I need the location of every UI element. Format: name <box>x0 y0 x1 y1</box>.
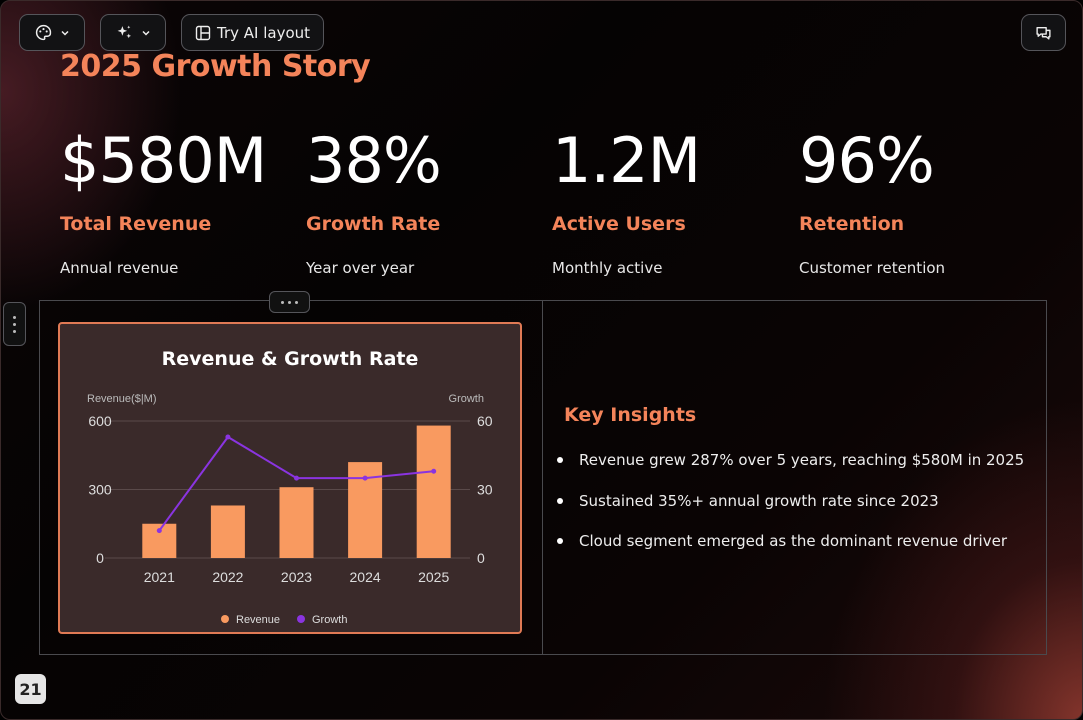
palette-icon <box>35 24 52 41</box>
legend-label-revenue: Revenue <box>236 614 280 626</box>
insight-item: Sustained 35%+ annual growth rate since … <box>557 490 1024 531</box>
insight-item: Revenue grew 287% over 5 years, reaching… <box>557 449 1024 490</box>
bar-revenue-2025 <box>416 425 451 558</box>
x-tick-label: 2022 <box>212 569 243 585</box>
stat-description: Customer retention <box>799 259 946 277</box>
chevron-down-icon <box>60 28 70 38</box>
layout-grid[interactable] <box>39 300 1047 655</box>
stat-value: 1.2M <box>552 124 701 197</box>
x-tick-label: 2024 <box>350 569 381 585</box>
y-tick-label-left: 600 <box>88 413 112 429</box>
slide-title: 2025 Growth Story <box>60 49 371 84</box>
stat-active-users: 1.2M Active Users Monthly active <box>552 123 792 277</box>
stat-total-revenue: $580M Total Revenue Annual revenue <box>60 123 300 277</box>
stat-value: 96% <box>799 124 935 197</box>
try-ai-layout-label: Try AI layout <box>216 23 311 42</box>
sparkles-icon <box>116 24 133 41</box>
legend-swatch-growth <box>297 615 305 623</box>
row-drag-handle[interactable] <box>269 291 310 313</box>
bar-revenue-2023 <box>279 487 314 558</box>
page-number-badge[interactable]: 21 <box>15 674 46 704</box>
growth-point-2021 <box>156 528 162 534</box>
stat-label: Growth Rate <box>306 213 441 235</box>
bar-revenue-2022 <box>210 505 245 558</box>
y-tick-label-right: 60 <box>477 413 493 429</box>
legend-label-growth: Growth <box>312 614 347 626</box>
growth-point-2022 <box>225 434 231 440</box>
chevron-down-icon <box>141 28 151 38</box>
stat-growth-rate: 38% Growth Rate Year over year <box>306 123 546 277</box>
y-tick-label-right: 0 <box>477 550 485 566</box>
stat-retention: 96% Retention Customer retention <box>799 123 1039 277</box>
stat-label: Retention <box>799 213 905 235</box>
ai-dropdown-button[interactable] <box>100 14 166 51</box>
grid-divider[interactable] <box>542 300 543 655</box>
block-drag-handle[interactable] <box>3 302 26 346</box>
stat-description: Monthly active <box>552 259 663 277</box>
stat-label: Active Users <box>552 213 686 235</box>
growth-point-2024 <box>362 475 368 481</box>
y-tick-label-right: 30 <box>477 482 493 498</box>
y-tick-label-left: 300 <box>88 482 112 498</box>
comments-button[interactable] <box>1021 14 1066 51</box>
stat-description: Year over year <box>306 259 415 277</box>
stat-description: Annual revenue <box>60 259 179 277</box>
insights-title: Key Insights <box>564 404 697 426</box>
try-ai-layout-button[interactable]: Try AI layout <box>181 14 324 51</box>
x-tick-label: 2025 <box>418 569 449 585</box>
layout-icon <box>195 25 211 41</box>
revenue-growth-chart: Revenue & Growth Rate Revenue($|M) Growt… <box>87 348 493 626</box>
chart-card[interactable]: Revenue & Growth Rate Revenue($|M) Growt… <box>58 322 522 634</box>
stat-value: $580M <box>60 124 267 197</box>
y-axis-label-right: Growth <box>449 393 484 405</box>
legend-swatch-revenue <box>221 615 229 623</box>
growth-point-2025 <box>431 468 437 474</box>
x-tick-label: 2023 <box>281 569 312 585</box>
y-tick-label-left: 0 <box>96 550 104 566</box>
y-axis-label-left: Revenue($|M) <box>87 393 157 405</box>
growth-point-2023 <box>294 475 299 481</box>
stat-value: 38% <box>306 124 442 197</box>
insight-item: Cloud segment emerged as the dominant re… <box>557 530 1024 571</box>
insights-list: Revenue grew 287% over 5 years, reaching… <box>557 449 1024 571</box>
x-tick-label: 2021 <box>144 569 175 585</box>
theme-dropdown-button[interactable] <box>19 14 85 51</box>
chart-title: Revenue & Growth Rate <box>162 348 419 370</box>
stat-label: Total Revenue <box>60 213 212 235</box>
comment-icon <box>1035 24 1052 41</box>
